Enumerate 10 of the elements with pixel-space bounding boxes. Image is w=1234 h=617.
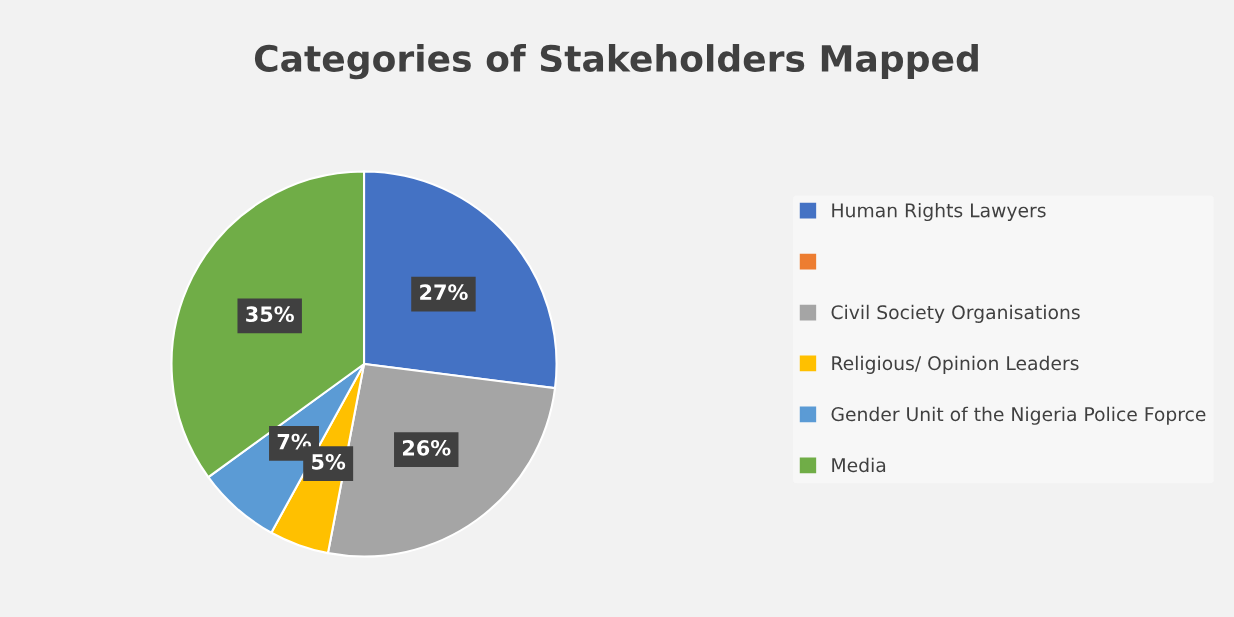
- legend-label: Media: [832, 457, 886, 473]
- data-label: 5%: [312, 453, 346, 470]
- legend-label: Religious/ Opinion Leaders: [832, 355, 1079, 374]
- legend-label: Human Rights Lawyers: [832, 202, 1046, 222]
- legend-label: Civil Society Organisations: [831, 304, 1080, 323]
- data-label: 35%: [246, 306, 294, 323]
- legend-label: Gender Unit of the Nigeria Police Foprce: [831, 406, 1206, 425]
- data-label: 27%: [420, 284, 468, 301]
- chart-title: Categories of Stakeholders Mapped: [254, 44, 978, 80]
- data-label: 26%: [402, 439, 451, 456]
